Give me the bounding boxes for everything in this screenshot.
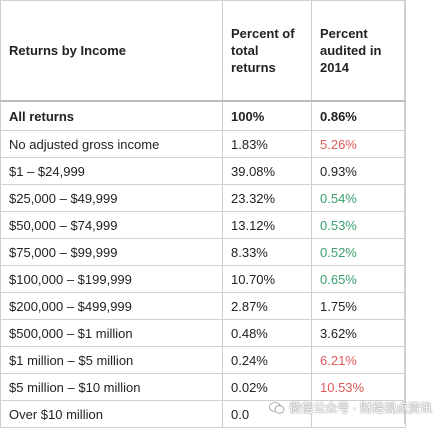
row-percent-total: 0.48% [222,319,312,347]
row-percent-total: 0.24% [222,346,312,374]
row-percent-audited: 0.65% [311,265,406,293]
watermark: 微信公众号 · 财经视点资讯 [269,399,432,416]
table-row: $5 million – $10 million 0.02% 10.53% [0,373,406,401]
row-label: Over $10 million [0,400,223,428]
header-percent-total-returns: Percent of total returns [222,0,312,102]
table-row: $50,000 – $74,999 13.12% 0.53% [0,211,406,239]
table-row: $500,000 – $1 million 0.48% 3.62% [0,319,406,347]
row-percent-total: 8.33% [222,238,312,266]
table-row: $75,000 – $99,999 8.33% 0.52% [0,238,406,266]
table-row: Over $10 million 0.0 [0,400,406,428]
row-percent-audited: 0.53% [311,211,406,239]
row-label: $1 – $24,999 [0,157,223,185]
table-row: $200,000 – $499,999 2.87% 1.75% [0,292,406,320]
row-label: $500,000 – $1 million [0,319,223,347]
row-label: $75,000 – $99,999 [0,238,223,266]
row-label: $1 million – $5 million [0,346,223,374]
table-row: $1 million – $5 million 0.24% 6.21% [0,346,406,374]
row-percent-total: 39.08% [222,157,312,185]
watermark-text: 微信公众号 · 财经视点资讯 [289,401,432,415]
table-header-row: Returns by Income Percent of total retur… [0,0,406,102]
table-row: No adjusted gross income 1.83% 5.26% [0,130,406,158]
row-percent-audited: 0.86% [311,100,406,131]
audit-rate-table: Returns by Income Percent of total retur… [0,0,406,428]
row-percent-total: 1.83% [222,130,312,158]
row-percent-total: 100% [222,100,312,131]
table-row: $25,000 – $49,999 23.32% 0.54% [0,184,406,212]
row-percent-audited: 0.93% [311,157,406,185]
row-percent-total: 13.12% [222,211,312,239]
row-label: No adjusted gross income [0,130,223,158]
table-row: $100,000 – $199,999 10.70% 0.65% [0,265,406,293]
row-percent-audited: 3.62% [311,319,406,347]
row-label: $100,000 – $199,999 [0,265,223,293]
row-label: All returns [0,100,223,131]
table-row: $1 – $24,999 39.08% 0.93% [0,157,406,185]
row-label: $200,000 – $499,999 [0,292,223,320]
header-percent-audited: Percent audited in 2014 [311,0,406,102]
row-percent-audited: 1.75% [311,292,406,320]
row-percent-audited: 0.54% [311,184,406,212]
row-percent-total: 23.32% [222,184,312,212]
row-percent-total: 0.02% [222,373,312,401]
row-percent-audited: 0.52% [311,238,406,266]
row-label: $5 million – $10 million [0,373,223,401]
wechat-icon [269,401,285,414]
row-percent-total: 0.0 [222,400,312,428]
row-percent-audited: 5.26% [311,130,406,158]
row-percent-total: 10.70% [222,265,312,293]
row-label: $25,000 – $49,999 [0,184,223,212]
header-returns-by-income: Returns by Income [0,0,223,102]
table-row-all-returns: All returns 100% 0.86% [0,100,406,131]
row-percent-audited: 10.53% [311,373,406,401]
row-percent-total: 2.87% [222,292,312,320]
row-percent-audited: 6.21% [311,346,406,374]
row-label: $50,000 – $74,999 [0,211,223,239]
